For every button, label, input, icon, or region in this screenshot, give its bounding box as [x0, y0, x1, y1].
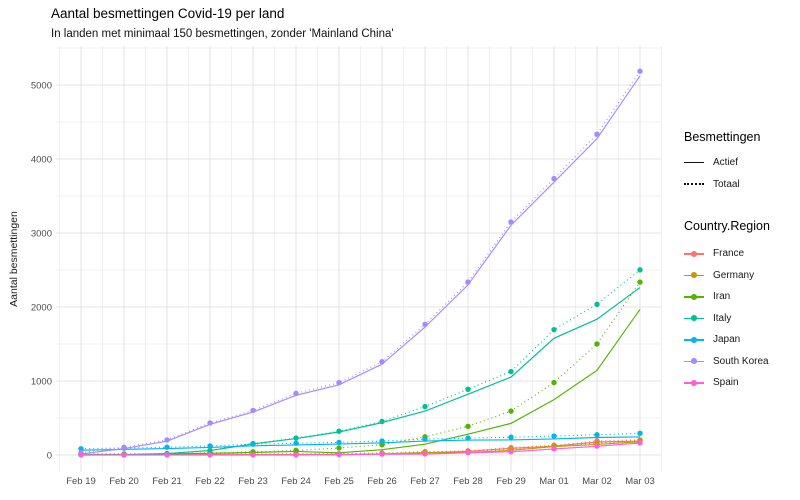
- y-axis-tick-labels: 0 1000 2000 3000 4000 5000: [31, 81, 52, 462]
- color-line-dot-key-icon: [684, 336, 704, 344]
- key-dot: [691, 315, 697, 322]
- line-actief: [81, 442, 641, 456]
- y-tick-label: 4000: [31, 155, 52, 166]
- legend-item-label: Spain: [713, 377, 739, 389]
- legend-item-germany: Germany: [684, 265, 770, 287]
- x-tick-label: Feb 25: [324, 476, 354, 487]
- legend-item-label: Iran: [713, 291, 731, 303]
- color-line-dot-key-icon: [684, 314, 704, 322]
- legend-item-italy: Italy: [684, 308, 770, 330]
- key-dot: [691, 250, 697, 257]
- legend-item-totaal: Totaal: [684, 174, 760, 196]
- key-dot: [691, 379, 697, 386]
- y-tick-label: 2000: [31, 303, 52, 314]
- y-tick-label: 1000: [31, 377, 52, 388]
- color-line-dot-key-icon: [684, 271, 704, 279]
- legend-item-label: Totaal: [713, 178, 740, 190]
- legend-country-region: Country.Region France Germany Iran Italy Jap…: [684, 219, 770, 394]
- legend-item-label: Japan: [713, 334, 741, 346]
- line-totaal: [81, 269, 641, 456]
- x-tick-label: Feb 21: [152, 476, 182, 487]
- x-tick-label: Mar 01: [539, 476, 569, 487]
- legend-item-label: Germany: [713, 269, 755, 281]
- key-dot: [691, 336, 697, 343]
- legend-item-france: France: [684, 243, 770, 265]
- series-spain: [78, 440, 643, 458]
- legend-besmettingen-items: Actief Totaal: [684, 152, 760, 195]
- legend-item-actief: Actief: [684, 152, 760, 174]
- x-tick-label: Mar 03: [625, 476, 655, 487]
- x-tick-label: Feb 23: [238, 476, 268, 487]
- legend-item-iran: Iran: [684, 286, 770, 308]
- line-actief: [80, 436, 641, 451]
- x-tick-label: Feb 29: [496, 476, 526, 487]
- line-actief: [80, 309, 641, 456]
- legend-item-label: South Korea: [713, 355, 769, 367]
- color-line-dot-key-icon: [684, 379, 704, 387]
- legend-country-items: France Germany Iran Italy Japan South Korea Sp…: [684, 243, 770, 394]
- chart-title: Aantal besmettingen Covid-19 per land: [51, 6, 285, 21]
- chart-subtitle: In landen met minimaal 150 besmettingen,…: [51, 28, 394, 40]
- key-dot: [691, 358, 697, 365]
- legend-item-label: Actief: [713, 157, 739, 169]
- line-totaal: [80, 432, 641, 450]
- legend-item-south-korea: South Korea: [684, 351, 770, 373]
- points-totaal: [78, 440, 643, 458]
- x-tick-label: Feb 20: [109, 476, 139, 487]
- solid-line-key-icon: [684, 162, 704, 164]
- line-totaal: [81, 439, 641, 455]
- dotted-line-key-icon: [684, 183, 704, 186]
- legend-item-japan: Japan: [684, 329, 770, 351]
- legend-besmettingen-title: Besmettingen: [684, 130, 761, 144]
- grid-major: [56, 46, 661, 472]
- line-totaal: [80, 281, 641, 456]
- x-tick-label: Feb 27: [410, 476, 440, 487]
- y-tick-label: 5000: [31, 81, 52, 92]
- x-tick-label: Mar 02: [582, 476, 612, 487]
- x-axis-tick-labels: Feb 19 Feb 20 Feb 21 Feb 22 Feb 23 Feb 24 Feb …: [66, 476, 655, 487]
- color-line-dot-key-icon: [684, 250, 704, 258]
- color-line-dot-key-icon: [684, 357, 704, 365]
- grid-minor: [56, 46, 662, 472]
- key-dot: [691, 272, 697, 279]
- x-tick-label: Feb 26: [367, 476, 397, 487]
- line-totaal: [80, 70, 641, 454]
- x-tick-label: Feb 28: [453, 476, 483, 487]
- legend-besmettingen: Besmettingen Actief Totaal: [684, 130, 760, 195]
- legend-item-label: France: [713, 248, 745, 260]
- y-tick-label: 3000: [31, 229, 52, 240]
- y-tick-label: 0: [47, 451, 52, 462]
- x-tick-label: Feb 24: [281, 476, 311, 487]
- legend-item-label: Italy: [713, 312, 732, 324]
- x-tick-label: Feb 19: [66, 476, 96, 487]
- line-actief: [80, 75, 641, 455]
- line-actief: [81, 287, 641, 456]
- x-tick-label: Feb 22: [195, 476, 225, 487]
- color-line-dot-key-icon: [684, 293, 704, 301]
- key-dot: [691, 293, 697, 300]
- legend-country-title: Country.Region: [684, 219, 770, 233]
- legend-item-spain: Spain: [684, 372, 770, 394]
